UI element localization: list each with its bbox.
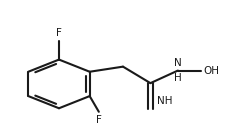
Text: N: N [173,58,181,68]
Text: F: F [95,115,101,125]
Text: OH: OH [203,66,218,76]
Text: F: F [56,28,62,38]
Text: NH: NH [157,96,172,106]
Text: H: H [173,73,181,83]
